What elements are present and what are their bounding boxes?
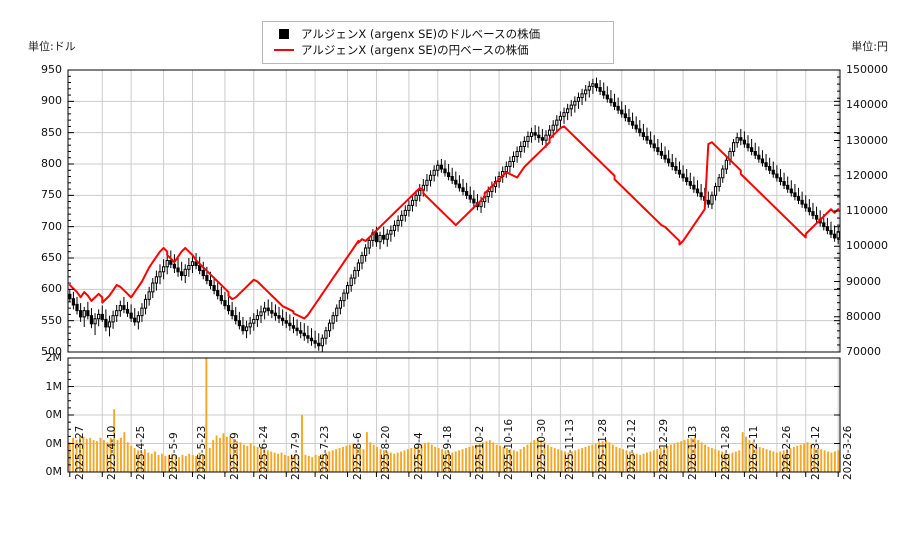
x-axis-tick: 2025-8-20 (380, 425, 393, 480)
x-axis-tick: 2025-10-16 (503, 418, 516, 480)
left-axis-unit-label: 単位:ドル (28, 40, 76, 53)
volume-axis-tick: 2M (45, 351, 63, 364)
legend-label-jpy: アルジェンX (argenx SE)の円ベースの株価 (301, 43, 529, 57)
x-axis-tick: 2025-7-9 (290, 432, 303, 480)
left-axis-tick: 600 (41, 282, 62, 296)
x-axis-tick: 2025-6-9 (228, 432, 241, 480)
black-square-icon (271, 29, 297, 39)
x-axis-tick: 2025-12-29 (658, 418, 671, 480)
volume-axis-tick: 1M (45, 379, 63, 393)
x-axis-tick: 2025-11-13 (564, 418, 577, 480)
right-axis-tick: 120000 (846, 168, 888, 182)
price-candlesticks (68, 77, 840, 352)
x-axis-tick: 2026-3-12 (809, 425, 822, 480)
x-axis-tick: 2025-4-10 (106, 425, 119, 480)
x-axis-tick: 2025-9-18 (441, 425, 454, 480)
left-axis-tick: 700 (41, 219, 62, 233)
right-axis-tick: 110000 (846, 204, 888, 217)
x-axis-tick: 2026-1-13 (687, 425, 700, 480)
x-axis-tick: 2025-8-6 (351, 432, 364, 480)
x-axis-tick: 2025-10-30 (535, 418, 548, 480)
x-axis-tick: 2025-10-2 (474, 425, 487, 480)
red-line-icon (271, 48, 297, 52)
volume-bars (68, 358, 840, 472)
x-axis-tick: 2025-4-25 (135, 425, 148, 480)
right-axis-tick: 130000 (846, 133, 888, 147)
legend-label-usd: アルジェンX (argenx SE)のドルベースの株価 (301, 27, 541, 41)
x-axis-tick: 2026-3-26 (842, 425, 855, 480)
x-axis-tick: 2025-7-23 (319, 425, 332, 480)
right-axis-unit-label: 単位:円 (851, 40, 888, 53)
right-axis-tick: 80000 (846, 309, 881, 323)
x-axis-tick: 2026-1-28 (719, 425, 732, 480)
x-axis-tick: 2025-11-28 (596, 418, 609, 480)
legend-item-jpy: アルジェンX (argenx SE)の円ベースの株価 (271, 42, 607, 58)
x-axis-tick: 2026-2-11 (748, 425, 761, 480)
x-axis-tick: 2025-3-27 (73, 425, 86, 480)
x-axis-tick: 2026-2-26 (780, 425, 793, 480)
chart-legend: アルジェンX (argenx SE)のドルベースの株価 アルジェンX (arge… (262, 21, 614, 64)
volume-axis-tick: 0M (45, 436, 63, 450)
right-axis-tick: 100000 (846, 239, 888, 253)
right-axis-tick: 70000 (846, 345, 881, 358)
right-axis-tick: 90000 (846, 274, 881, 288)
left-axis-tick: 900 (41, 94, 62, 108)
x-axis-tick: 2025-5-23 (196, 425, 209, 480)
x-axis-tick: 2025-9-4 (412, 432, 425, 480)
x-axis-tick: 2025-12-12 (625, 418, 638, 480)
right-axis-tick: 150000 (846, 63, 888, 76)
left-axis-tick: 850 (41, 125, 62, 139)
left-axis-tick: 750 (41, 188, 62, 202)
left-axis-tick: 650 (41, 251, 62, 264)
left-axis-tick: 550 (41, 313, 62, 327)
volume-axis-tick: 0M (45, 408, 63, 421)
right-axis-tick: 140000 (846, 98, 888, 112)
left-axis-tick: 950 (41, 63, 62, 76)
axes-frame (67, 69, 841, 477)
x-axis-tick: 2025-5-9 (167, 432, 180, 480)
yen-price-line (68, 125, 840, 320)
volume-axis-tick: 0M (45, 465, 63, 478)
left-axis-tick: 800 (41, 157, 62, 170)
left-axis-tick: 500 (41, 345, 62, 358)
x-axis-tick: 2025-6-24 (257, 425, 270, 480)
legend-item-usd: アルジェンX (argenx SE)のドルベースの株価 (271, 26, 607, 42)
